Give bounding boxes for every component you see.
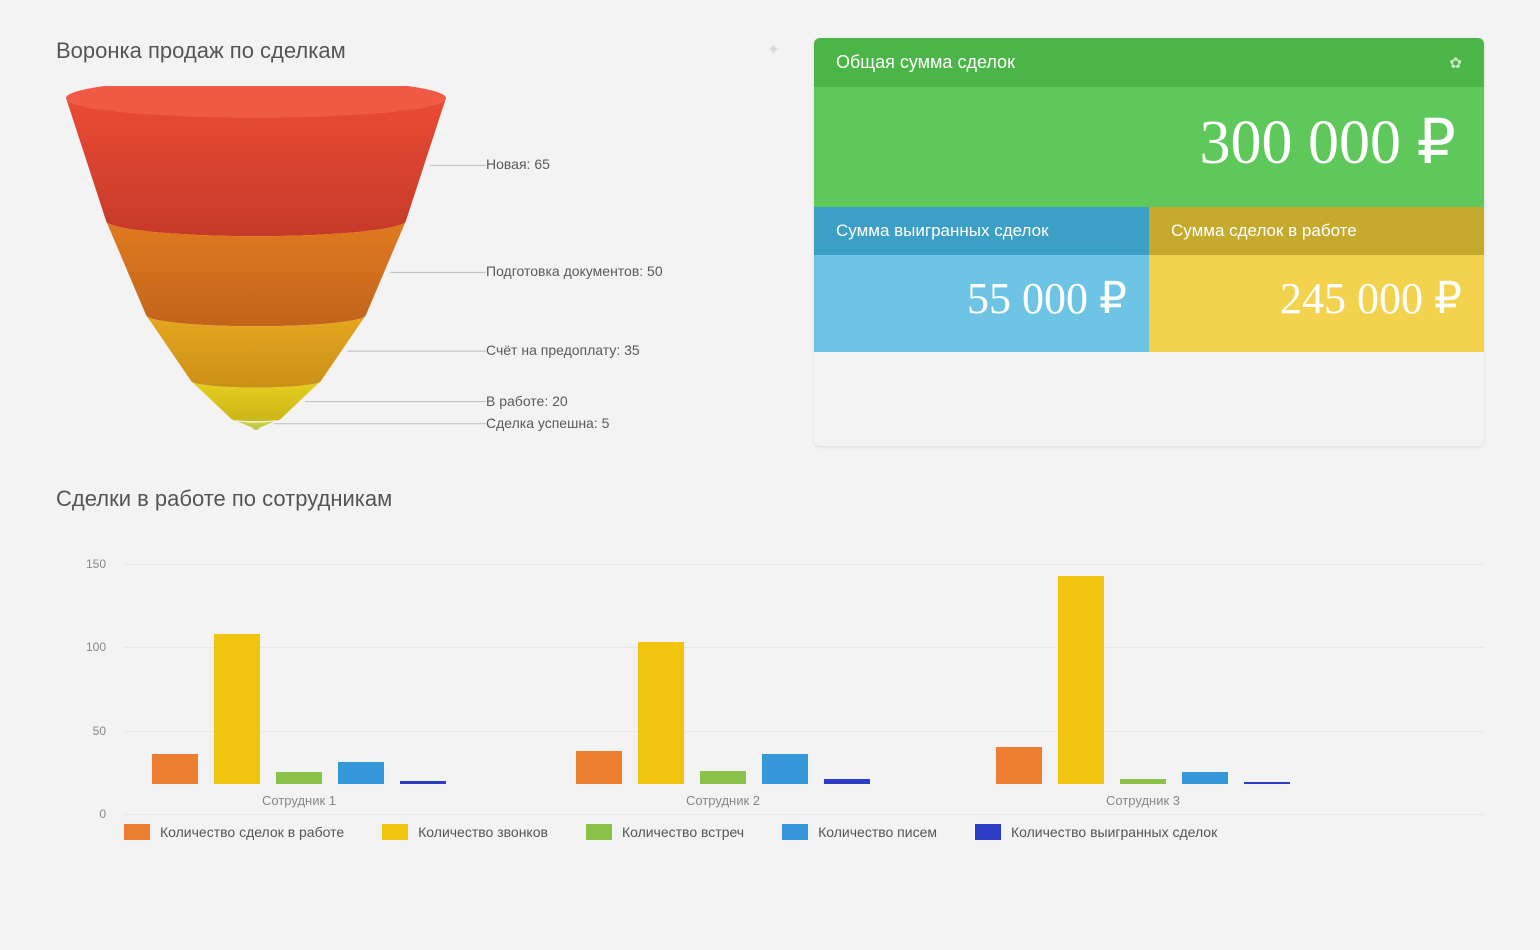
legend-swatch [586, 824, 612, 840]
kpi-won-value: 55 000 ₽ [814, 255, 1149, 352]
bar [338, 762, 384, 784]
y-axis-tick: 0 [76, 807, 106, 821]
funnel-title: Воронка продаж по сделкам [56, 38, 784, 64]
legend-item[interactable]: Количество сделок в работе [124, 824, 344, 840]
bar [152, 754, 198, 784]
funnel-panel: Воронка продаж по сделкам ✦ Новая: 65 Под… [56, 38, 784, 446]
bar [576, 751, 622, 784]
bar-legend: Количество сделок в работе Количество зво… [56, 824, 1484, 840]
legend-label: Количество сделок в работе [160, 824, 344, 840]
kpi-total-title: Общая сумма сделок [836, 52, 1015, 73]
legend-label: Количество звонков [418, 824, 548, 840]
bar [700, 771, 746, 784]
bar-chart: 050100150Сотрудник 1Сотрудник 2Сотрудник… [56, 534, 1484, 814]
bar [214, 634, 260, 784]
legend-label: Количество встреч [622, 824, 744, 840]
bar-group [996, 576, 1290, 784]
legend-item[interactable]: Количество встреч [586, 824, 744, 840]
gear-icon[interactable]: ✿ [1449, 54, 1462, 72]
funnel-stage-label: В работе: 20 [486, 393, 568, 409]
x-axis-category: Сотрудник 3 [1106, 793, 1180, 808]
kpi-card: Общая сумма сделок ✿ 300 000 ₽ Сумма выи… [814, 38, 1484, 446]
bar [1058, 576, 1104, 784]
bar-panel: Сделки в работе по сотрудникам 0 50 100 150… [56, 486, 1484, 840]
bar [1182, 772, 1228, 784]
legend-item[interactable]: Количество звонков [382, 824, 548, 840]
bar-group [576, 642, 870, 784]
bar [824, 779, 870, 784]
bar [638, 642, 684, 784]
funnel-stage-label: Новая: 65 [486, 156, 550, 172]
x-axis-category: Сотрудник 1 [262, 793, 336, 808]
bar [276, 772, 322, 784]
bar [1120, 779, 1166, 784]
gear-icon[interactable]: ✦ [767, 40, 780, 60]
legend-item[interactable]: Количество писем [782, 824, 937, 840]
funnel-stage-label: Сделка успешна: 5 [486, 415, 609, 431]
y-axis-tick: 150 [76, 557, 106, 571]
legend-label: Количество выигранных сделок [1011, 824, 1217, 840]
funnel-chart: Новая: 65 Подготовка документов: 50 Счёт н… [56, 86, 784, 446]
legend-swatch [382, 824, 408, 840]
kpi-won-tile: Сумма выигранных сделок 55 000 ₽ [814, 207, 1149, 352]
kpi-total-header: Общая сумма сделок ✿ [814, 38, 1484, 87]
y-axis-tick: 100 [76, 640, 106, 654]
bar-title: Сделки в работе по сотрудникам [56, 486, 1484, 512]
bar [996, 747, 1042, 784]
kpi-inwork-title: Сумма сделок в работе [1149, 207, 1484, 255]
x-axis-category: Сотрудник 2 [686, 793, 760, 808]
kpi-won-title: Сумма выигранных сделок [814, 207, 1149, 255]
legend-item[interactable]: Количество выигранных сделок [975, 824, 1217, 840]
bar-group [152, 634, 446, 784]
bar [1244, 782, 1290, 784]
legend-swatch [124, 824, 150, 840]
bar [762, 754, 808, 784]
legend-label: Количество писем [818, 824, 937, 840]
y-axis-tick: 50 [76, 724, 106, 738]
legend-swatch [975, 824, 1001, 840]
legend-swatch [782, 824, 808, 840]
kpi-inwork-value: 245 000 ₽ [1149, 255, 1484, 352]
bar [400, 781, 446, 784]
funnel-stage-label: Счёт на предоплату: 35 [486, 342, 640, 358]
kpi-total-value: 300 000 ₽ [814, 87, 1484, 207]
kpi-inwork-tile: Сумма сделок в работе 245 000 ₽ [1149, 207, 1484, 352]
funnel-stage-label: Подготовка документов: 50 [486, 263, 663, 279]
